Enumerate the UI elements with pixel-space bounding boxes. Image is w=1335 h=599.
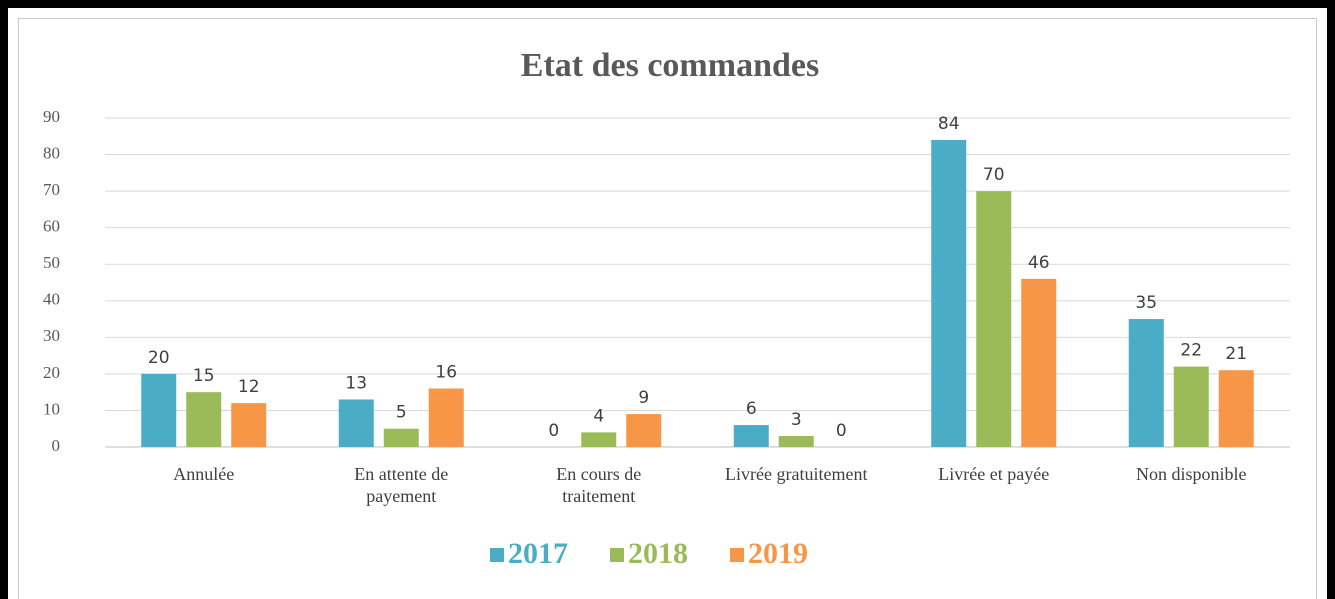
data-label: 0 <box>548 421 559 441</box>
x-tick-label: Non disponible <box>1136 464 1247 484</box>
bar <box>231 403 267 447</box>
bar <box>338 399 374 447</box>
data-label: 13 <box>345 373 367 393</box>
y-tick-label: 40 <box>43 290 60 309</box>
data-label: 20 <box>148 348 170 368</box>
bar <box>383 428 419 447</box>
data-label: 5 <box>396 403 407 423</box>
data-label: 22 <box>1180 341 1202 361</box>
data-label: 0 <box>836 421 847 441</box>
data-label: 9 <box>638 388 649 408</box>
frame-inner <box>8 8 1327 599</box>
bar <box>428 388 464 447</box>
legend-swatch <box>610 548 624 562</box>
bar <box>1218 370 1254 447</box>
y-tick-label: 50 <box>43 253 60 272</box>
data-label: 16 <box>435 363 457 383</box>
y-tick-label: 30 <box>43 326 60 345</box>
y-tick-label: 20 <box>43 363 60 382</box>
data-label: 35 <box>1135 293 1157 313</box>
data-label: 4 <box>593 406 604 426</box>
bar <box>581 432 617 447</box>
bar <box>976 191 1012 447</box>
bar <box>141 373 177 447</box>
x-tick-label: Livrée gratuitement <box>725 464 868 484</box>
legend-label: 2018 <box>628 537 688 570</box>
x-tick-label: Annulée <box>173 464 235 484</box>
x-tick-label: En cours de traitement <box>556 464 642 506</box>
y-tick-label: 90 <box>43 107 60 126</box>
data-label: 21 <box>1225 344 1247 364</box>
bar <box>1128 319 1164 447</box>
chart-border <box>18 18 1317 599</box>
legend-label: 2017 <box>508 537 568 570</box>
bar <box>733 425 769 447</box>
y-tick-label: 80 <box>43 143 60 162</box>
y-tick-label: 0 <box>52 436 61 455</box>
bar <box>1021 278 1057 447</box>
legend-swatch <box>730 548 744 562</box>
data-label: 3 <box>791 410 802 430</box>
chart-title: Etat des commandes <box>521 47 819 84</box>
data-label: 84 <box>938 114 960 134</box>
bar <box>1173 366 1209 447</box>
data-label: 70 <box>983 165 1005 185</box>
y-tick-label: 60 <box>43 217 60 236</box>
bar <box>931 139 967 447</box>
x-tick-label: En attente de payement <box>354 464 449 506</box>
data-label: 12 <box>238 377 260 397</box>
y-tick-label: 10 <box>43 399 60 418</box>
data-label: 46 <box>1028 253 1050 273</box>
bar <box>186 392 222 447</box>
legend-label: 2019 <box>748 537 808 570</box>
bar <box>778 436 814 447</box>
data-label: 6 <box>746 399 757 419</box>
y-tick-label: 70 <box>43 180 60 199</box>
legend-swatch <box>490 548 504 562</box>
bar <box>626 414 662 447</box>
x-tick-label: Livrée et payée <box>938 464 1050 484</box>
data-label: 15 <box>193 366 215 386</box>
